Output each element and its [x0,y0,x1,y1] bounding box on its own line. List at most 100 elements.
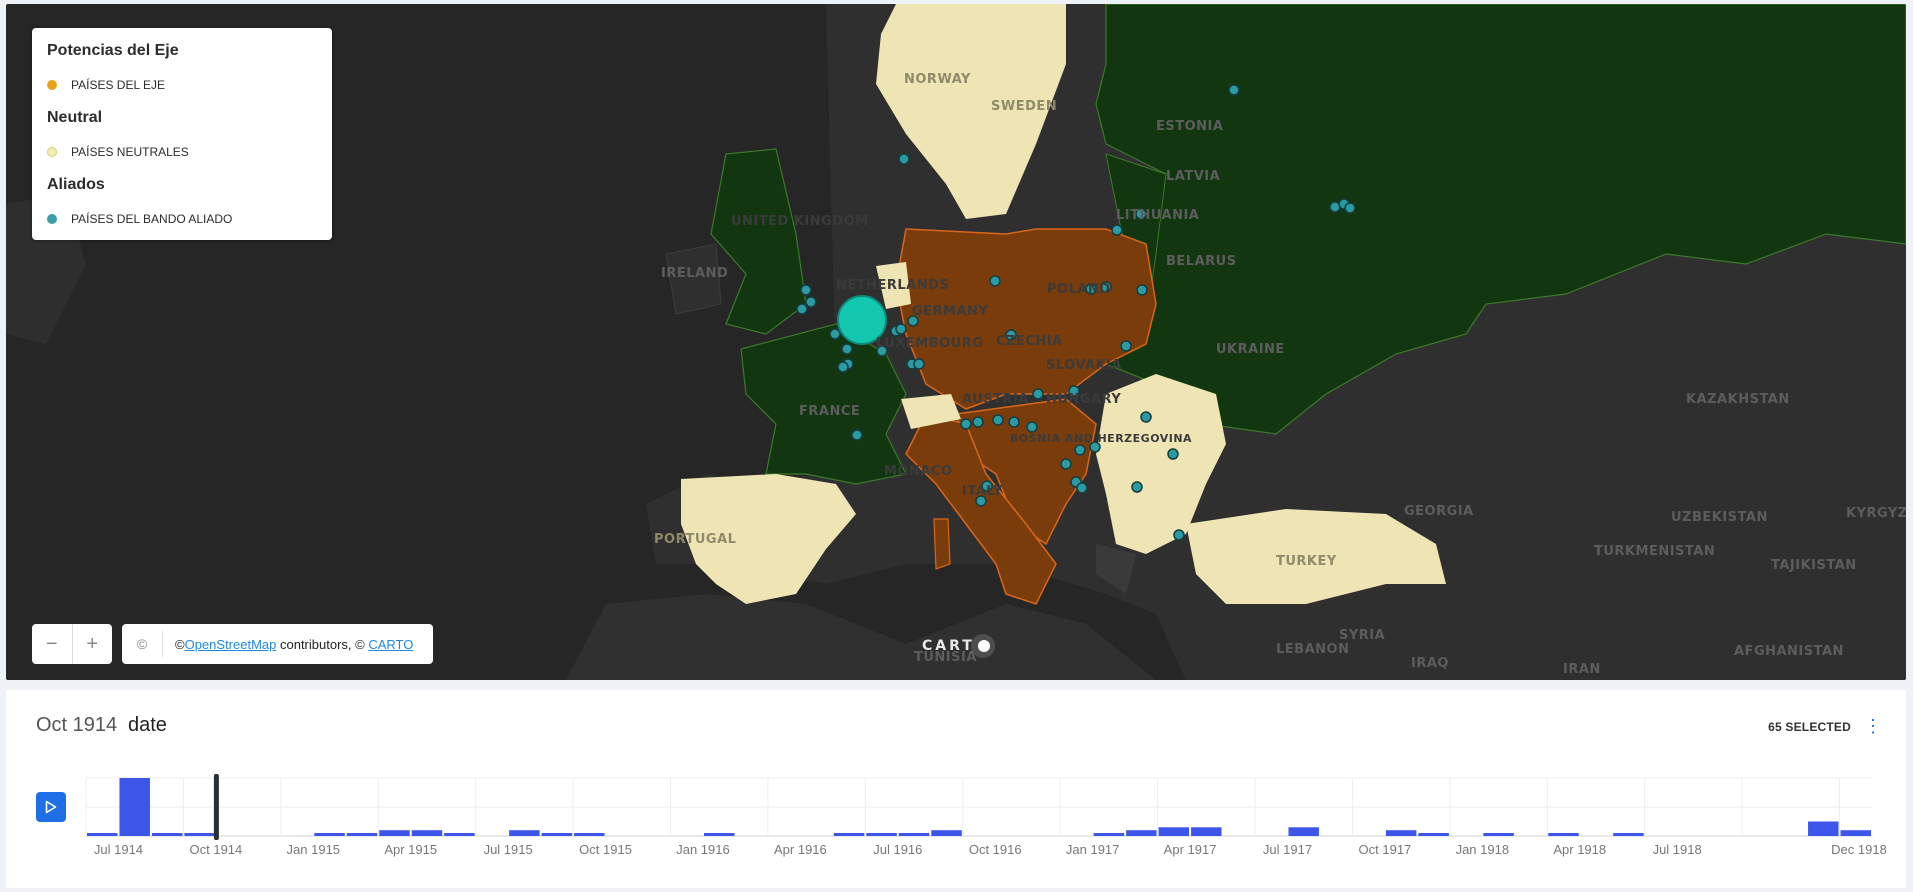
timeline-panel: Oct 1914 date 65 SELECTED ⋮ Jul 1914 Oct … [6,690,1906,888]
attribution: © © OpenStreetMap contributors, © CARTO [122,624,433,664]
zoom-out-button[interactable]: − [32,624,73,664]
carto-logo: CART [922,634,995,658]
histogram-bar-1915-02[interactable] [346,833,378,836]
copyright-icon[interactable]: © [122,631,163,657]
map-label-austria: AUSTRIA [962,392,1029,407]
more-options-icon[interactable]: ⋮ [1864,716,1882,736]
neutral-scandinavia [876,4,1066,219]
neutral-greece [1096,544,1136,594]
axis-tick-label: Jan 1918 [1455,842,1510,857]
histogram-bar-1918-11[interactable] [1808,821,1839,837]
axis-tick-label: Apr 1918 [1553,842,1607,857]
legend-title-neutral: Neutral [47,109,103,126]
legend-item-allied-label: PAÍSES DEL BANDO ALIADO [71,212,233,226]
histogram-bar-1918-03[interactable] [1548,833,1579,836]
axis-tick-label: Jan 1917 [1065,842,1120,857]
histogram-bar-1915-08[interactable] [541,833,573,836]
histogram-bar-1917-03[interactable] [1158,827,1190,836]
histogram-bar-1915-01[interactable] [314,833,345,836]
zoom-control: − + [32,624,112,664]
map-label-latvia: LATVIA [1166,169,1221,184]
histogram-bar-1915-03[interactable] [379,830,410,836]
timeline-field: date [128,714,167,736]
map-label-tunisia: TUNISIA [914,650,977,665]
histogram-bar-1917-02[interactable] [1126,830,1157,836]
axis-italy [905,413,1057,605]
allied-russia [1095,4,1906,435]
allied-dot-icon [47,214,57,224]
map-label-syria: SYRIA [1339,628,1386,643]
map-label-monaco: MONACO [884,464,953,479]
map-label-estonia: ESTONIA [1156,119,1224,134]
histogram-bar-1915-04[interactable] [411,830,443,836]
map-label-ukraine: UKRAINE [1216,342,1285,357]
carto-logo-text: CART [922,638,975,654]
axis-tick-label: Oct 1914 [189,842,243,857]
histogram-bar-1918-12[interactable] [1840,830,1871,836]
map-view[interactable]: UNITED KINGDOM IRELAND NETHERLANDS GERMANY L… [6,4,1906,680]
zoom-in-button[interactable]: + [86,632,99,655]
histogram-bar-1916-07[interactable] [898,833,930,836]
map-label-united-kingdom: UNITED KINGDOM [731,214,869,229]
land-africa [566,594,1156,680]
map-label-turkey: TURKEY [1276,554,1337,569]
attribution-prefix: © [175,636,185,652]
histogram-bar-1914-06[interactable] [87,833,118,836]
selected-count: 65 SELECTED [1768,720,1851,734]
histogram-bar-1916-08[interactable] [931,830,962,836]
neutral-netherlands [876,262,911,309]
openstreetmap-link[interactable]: OpenStreetMap [184,636,277,652]
histogram-bar-1917-04[interactable] [1191,827,1222,836]
map-label-france: FRANCE [799,404,861,419]
neutral-iberia [681,474,856,604]
map-label-lebanon: LEBANON [1276,642,1350,657]
play-button[interactable] [36,792,66,822]
current-date: Oct 1914 [36,714,118,736]
basemap [6,4,1906,680]
histogram-bar-1915-05[interactable] [444,833,475,836]
neutral-dot-icon [47,147,57,157]
histogram-bar-1916-06[interactable] [866,833,897,836]
carto-logo-icon [970,634,995,658]
legend-item-axis: PAÍSES DEL EJE [47,78,165,92]
axis-tick-label: Oct 1916 [968,842,1022,857]
histogram-bar-1915-09[interactable] [574,833,605,836]
map-label-slovakia: SLOVAKIA [1046,358,1123,373]
map-label-tajikistan: TAJIKISTAN [1771,558,1857,573]
histogram-grid [85,777,1872,837]
highlight-marker [837,295,887,345]
histogram-bar-1917-11[interactable] [1418,833,1449,836]
timeline-histogram[interactable] [6,690,1906,888]
carto-link[interactable]: CARTO [368,636,414,652]
map-label-portugal: PORTUGAL [654,532,737,547]
axis-tick-label: Apr 1916 [774,842,827,857]
attribution-mid: contributors, © [276,636,369,652]
map-label-georgia: GEORGIA [1404,504,1474,519]
map-label-bosnia-and-herzegovina: BOSNIA AND HERZEGOVINA [1010,432,1193,445]
timeline-cursor-handle[interactable] [213,774,219,840]
legend-item-neutral: PAÍSES NEUTRALES [47,145,189,159]
histogram-bar-1917-01[interactable] [1093,833,1125,836]
histogram-bar-1914-09[interactable] [184,833,215,836]
axis-tick-label: Jul 1916 [873,842,923,857]
allied-ireland [665,243,722,315]
histogram-bar-1915-07[interactable] [509,830,540,836]
map-label-ireland: IRELAND [661,266,729,281]
histogram-bar-1918-05[interactable] [1613,833,1644,836]
axis-tick-label: Jan 1916 [676,842,730,857]
legend: Potencias del Eje PAÍSES DEL EJE Neutral… [32,28,332,240]
histogram-bar-1914-08[interactable] [151,833,183,836]
map-label-italy: ITALY [962,484,1003,499]
histogram-bar-1914-07[interactable] [119,778,150,836]
histogram-bar-1917-10[interactable] [1385,830,1417,836]
histogram-bar-1916-05[interactable] [833,833,865,836]
histogram-bar-1918-01[interactable] [1483,833,1514,836]
map-label-netherlands: NETHERLANDS [836,278,950,293]
histogram-bar-1916-01[interactable] [703,833,735,836]
axis-dot-icon [47,80,57,90]
neutral-turkey [1186,509,1446,604]
map-label-iraq: IRAQ [1411,656,1449,671]
axis-tick-label: Oct 1915 [579,842,632,857]
histogram-bar-1917-07[interactable] [1288,827,1319,836]
map-label-luxembourg: LUXEMBOURG [876,336,984,351]
